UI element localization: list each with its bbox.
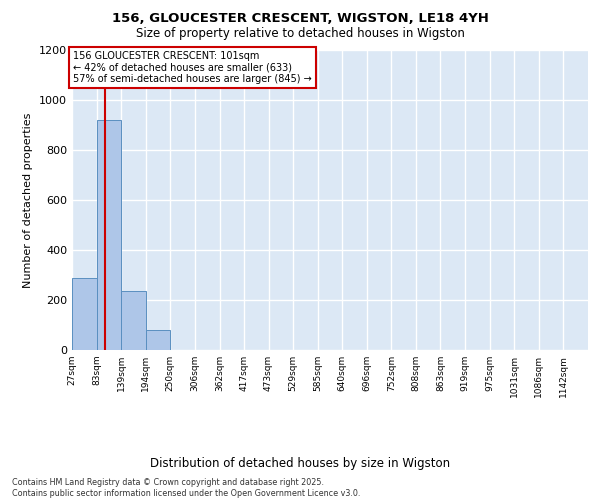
Text: 156 GLOUCESTER CRESCENT: 101sqm
← 42% of detached houses are smaller (633)
57% o: 156 GLOUCESTER CRESCENT: 101sqm ← 42% of…: [73, 52, 311, 84]
Bar: [121, 291, 146, 350]
Text: Contains HM Land Registry data © Crown copyright and database right 2025.
Contai: Contains HM Land Registry data © Crown c…: [12, 478, 361, 498]
Bar: [72, 278, 97, 350]
Text: Distribution of detached houses by size in Wigston: Distribution of detached houses by size …: [150, 457, 450, 470]
Text: 156, GLOUCESTER CRESCENT, WIGSTON, LE18 4YH: 156, GLOUCESTER CRESCENT, WIGSTON, LE18 …: [112, 12, 488, 26]
Text: Size of property relative to detached houses in Wigston: Size of property relative to detached ho…: [136, 28, 464, 40]
Bar: [97, 120, 121, 350]
Y-axis label: Number of detached properties: Number of detached properties: [23, 112, 34, 288]
Bar: [146, 330, 170, 350]
